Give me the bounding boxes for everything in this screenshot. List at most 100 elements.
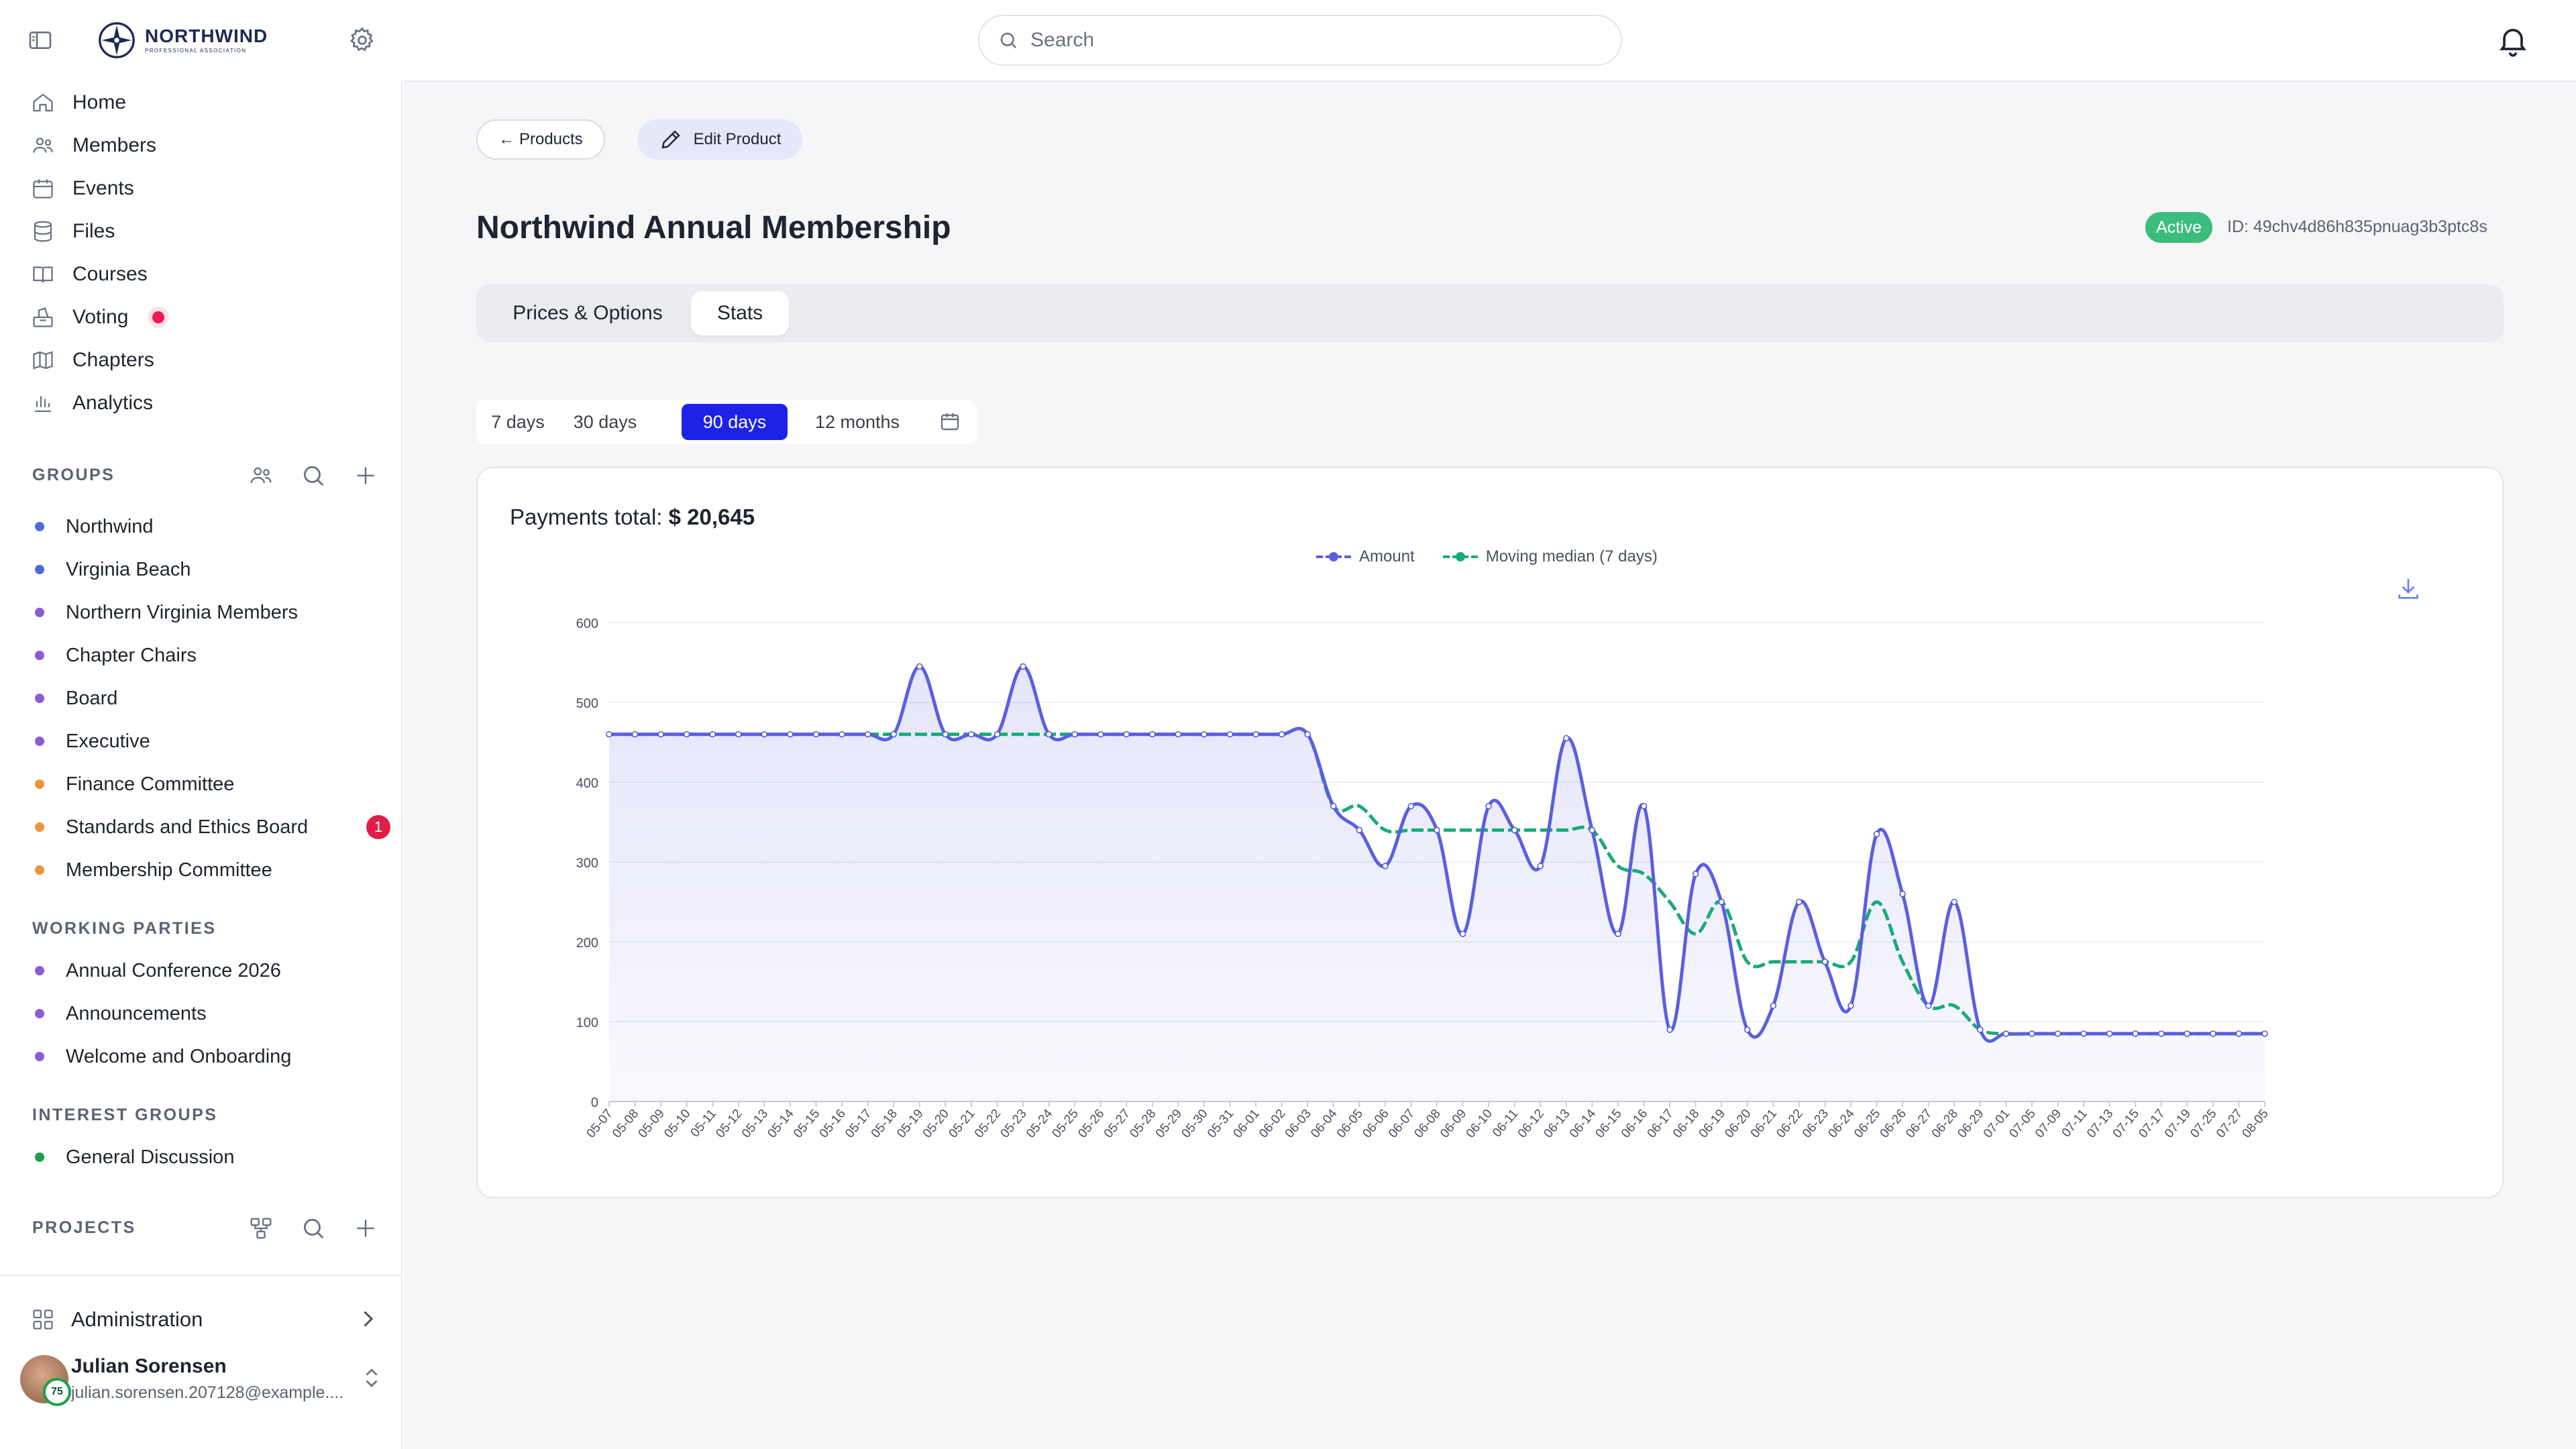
y-tick-label: 0 [591, 1095, 598, 1110]
group-label: Executive [66, 730, 150, 752]
group-item[interactable]: Board [35, 682, 117, 715]
group-item[interactable]: Executive [35, 724, 150, 758]
amount-point [1485, 802, 1492, 810]
x-tick-label: 07-11 [2059, 1107, 2090, 1140]
search-bar[interactable] [978, 15, 1622, 66]
chevron-right-icon [364, 1311, 374, 1327]
range-12-months-button[interactable]: 12 months [814, 411, 900, 432]
nav-label: Voting [72, 306, 129, 328]
x-tick-label: 06-15 [1593, 1107, 1624, 1141]
amount-point [1925, 1002, 1932, 1009]
sitemap-icon[interactable] [248, 1216, 274, 1241]
range-30-days-button[interactable]: 30 days [573, 411, 637, 432]
working-party-item[interactable]: Annual Conference 2026 [35, 954, 281, 987]
x-tick-label: 05-22 [972, 1107, 1004, 1141]
amount-point [1356, 826, 1363, 834]
x-tick-label: 06-25 [1851, 1107, 1883, 1141]
sidebar-toggle-icon[interactable] [27, 27, 54, 54]
payments-total-value: $ 20,645 [668, 504, 755, 529]
logo[interactable]: NORTHWIND PROFESSIONAL ASSOCIATION [98, 21, 268, 59]
search-input[interactable] [1030, 29, 1580, 52]
interest-group-item[interactable]: General Discussion [35, 1140, 234, 1174]
nav-item-files[interactable]: Files [31, 213, 115, 250]
nav-item-voting[interactable]: Voting [31, 299, 165, 336]
x-tick-label: 06-05 [1334, 1107, 1366, 1141]
plus-icon[interactable] [353, 463, 378, 488]
database-icon [34, 221, 52, 242]
range-90-days-button[interactable]: 90 days [682, 404, 788, 440]
projects-heading: PROJECTS [32, 1218, 136, 1237]
x-tick-label: 05-14 [765, 1106, 797, 1140]
search-icon[interactable] [301, 463, 326, 488]
group-item[interactable]: Finance Committee [35, 767, 234, 801]
nav-item-courses[interactable]: Courses [31, 256, 148, 293]
amount-point [1770, 1002, 1777, 1009]
amount-point [942, 731, 949, 738]
grid-icon [33, 1309, 53, 1330]
legend-item-moving-median[interactable]: Moving median (7 days) [1442, 547, 1658, 566]
x-tick-label: 06-07 [1386, 1107, 1417, 1141]
x-tick-label: 07-25 [2188, 1107, 2219, 1141]
amount-point [2210, 1030, 2216, 1037]
administration-link[interactable]: Administration [31, 1303, 380, 1336]
x-tick-label: 05-13 [739, 1107, 771, 1141]
amount-point [2106, 1030, 2113, 1037]
users-icon[interactable] [248, 463, 274, 488]
group-item[interactable]: Northwind [35, 510, 154, 543]
x-tick-label: 06-03 [1283, 1107, 1314, 1141]
edit-product-button[interactable]: Edit Product [637, 119, 802, 160]
amount-point [1097, 731, 1104, 738]
working-party-item[interactable]: Announcements [35, 997, 207, 1030]
group-color-dot [35, 780, 44, 789]
group-item[interactable]: Northern Virginia Members [35, 596, 298, 629]
search-icon[interactable] [301, 1216, 326, 1241]
group-item[interactable]: Standards and Ethics Board 1 [35, 810, 390, 844]
nav-item-chapters[interactable]: Chapters [31, 341, 154, 379]
group-item[interactable]: Chapter Chairs [35, 639, 197, 672]
x-tick-label: 05-12 [713, 1107, 745, 1141]
download-icon[interactable] [2395, 576, 2422, 602]
range-7-days-button[interactable]: 7 days [491, 411, 545, 432]
amount-point [1563, 735, 1570, 742]
range-selector: 7 days 30 days 90 days 12 months [476, 400, 977, 444]
chart-legend: Amount Moving median (7 days) [1315, 547, 1658, 566]
x-tick-label: 05-26 [1075, 1107, 1107, 1141]
group-label: Announcements [66, 1002, 207, 1024]
plus-icon[interactable] [353, 1216, 378, 1241]
group-item[interactable]: Membership Committee [35, 853, 272, 887]
user-email: julian.sorensen.207128@example.... [71, 1383, 344, 1402]
x-tick-label: 05-09 [636, 1107, 667, 1141]
payments-line-chart: 010020030040050060005-0705-0805-0905-100… [576, 616, 2271, 1141]
stats-chart-card: Payments total: $ 20,645 Amount Moving m… [476, 467, 2504, 1198]
x-tick-label: 06-21 [1748, 1107, 1780, 1141]
book-icon [33, 266, 53, 283]
nav-item-events[interactable]: Events [31, 170, 134, 207]
nav-item-members[interactable]: Members [31, 127, 156, 164]
x-tick-label: 06-19 [1697, 1107, 1728, 1141]
group-item[interactable]: Virginia Beach [35, 553, 191, 586]
amount-point [2158, 1030, 2165, 1037]
group-color-dot [35, 865, 44, 875]
bell-icon[interactable] [2496, 21, 2530, 59]
back-to-products-button[interactable]: ← Products [476, 119, 605, 160]
amount-point [787, 731, 794, 738]
x-tick-label: 05-20 [920, 1107, 952, 1141]
group-color-dot [35, 1152, 44, 1162]
working-party-item[interactable]: Welcome and Onboarding [35, 1040, 291, 1073]
search-icon [1000, 32, 1017, 49]
amount-point [2029, 1030, 2035, 1037]
x-tick-label: 06-29 [1955, 1107, 1986, 1141]
nav-item-analytics[interactable]: Analytics [31, 384, 153, 422]
calendar-icon[interactable] [938, 409, 962, 433]
compass-logo-icon [99, 22, 135, 58]
nav-item-home[interactable]: Home [31, 84, 126, 121]
gear-icon[interactable] [347, 25, 377, 55]
ballot-icon [33, 307, 53, 327]
tab-prices-options[interactable]: Prices & Options [513, 302, 663, 324]
x-tick-label: 05-19 [894, 1107, 926, 1141]
user-menu[interactable]: 75 Julian Sorensen julian.sorensen.20712… [20, 1355, 382, 1415]
product-id: ID: 49chv4d86h835pnuag3b3ptc8s [2227, 217, 2487, 236]
tab-stats[interactable]: Stats [691, 291, 789, 335]
edit-label: Edit Product [693, 130, 782, 148]
legend-item-amount[interactable]: Amount [1315, 547, 1415, 566]
